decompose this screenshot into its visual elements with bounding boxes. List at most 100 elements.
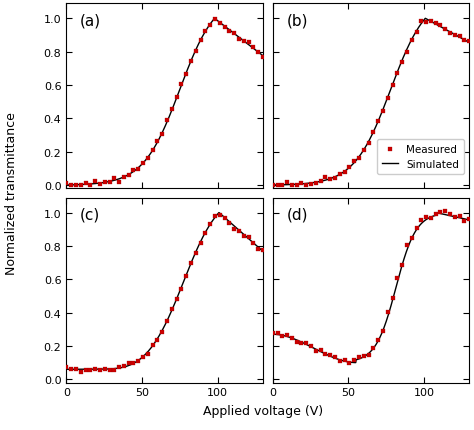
Text: Applied voltage (V): Applied voltage (V) [203, 404, 323, 417]
Point [91, 366, 99, 373]
Point [269, 330, 276, 337]
Point [360, 147, 368, 154]
Point [187, 58, 195, 65]
Point [72, 182, 80, 189]
Point [422, 214, 430, 221]
Point [87, 366, 94, 373]
Point [149, 147, 156, 154]
Text: (a): (a) [80, 13, 101, 28]
Point [106, 366, 113, 373]
Point [273, 182, 281, 189]
Point [130, 360, 137, 367]
Point [96, 181, 104, 188]
Legend: Measured, Simulated: Measured, Simulated [377, 140, 464, 175]
Point [393, 71, 401, 78]
Point [187, 260, 195, 267]
Point [144, 350, 152, 357]
Point [77, 369, 84, 375]
Point [221, 215, 228, 222]
Point [230, 226, 238, 233]
Point [115, 179, 123, 186]
Point [154, 337, 161, 344]
Point [331, 175, 339, 182]
Point [182, 71, 190, 78]
Point [173, 95, 181, 101]
Point [63, 180, 70, 187]
Point [259, 247, 267, 254]
Point [350, 158, 358, 165]
Point [144, 156, 152, 163]
Point [235, 36, 243, 43]
Point [240, 233, 247, 240]
Text: (c): (c) [80, 207, 100, 222]
Point [106, 179, 113, 186]
Point [437, 209, 444, 216]
Point [331, 354, 339, 361]
Point [235, 228, 243, 235]
Point [408, 235, 416, 242]
Point [341, 357, 348, 364]
Point [346, 359, 353, 366]
Point [355, 354, 363, 361]
Point [427, 18, 435, 25]
Point [101, 179, 109, 186]
Point [389, 83, 396, 89]
Point [322, 174, 329, 181]
Point [101, 366, 109, 373]
Point [456, 34, 464, 41]
Point [82, 366, 89, 373]
Point [135, 166, 142, 173]
Point [163, 118, 171, 125]
Point [322, 350, 329, 357]
Point [350, 356, 358, 363]
Point [197, 240, 204, 247]
Point [110, 175, 118, 182]
Point [302, 182, 310, 189]
Point [346, 165, 353, 172]
Point [389, 295, 396, 302]
Point [130, 167, 137, 174]
Point [293, 339, 301, 346]
Point [298, 339, 305, 346]
Point [317, 347, 324, 354]
Point [365, 351, 373, 358]
Point [427, 215, 435, 222]
Point [327, 176, 334, 183]
Point [149, 341, 156, 348]
Point [216, 21, 224, 28]
Point [168, 305, 175, 312]
Point [221, 25, 228, 31]
Point [96, 367, 104, 374]
Point [341, 169, 348, 176]
Point [139, 160, 147, 167]
Point [240, 38, 247, 45]
Text: Normalized transmittance: Normalized transmittance [5, 112, 18, 275]
Point [312, 347, 319, 354]
Point [288, 335, 296, 342]
Point [298, 180, 305, 187]
Point [441, 208, 449, 215]
Point [63, 364, 70, 371]
Point [211, 17, 219, 24]
Point [245, 234, 252, 241]
Point [197, 38, 204, 45]
Point [125, 172, 132, 179]
Point [413, 29, 420, 36]
Point [355, 155, 363, 162]
Point [67, 366, 75, 372]
Point [283, 180, 291, 187]
Point [226, 28, 233, 35]
Point [279, 182, 286, 189]
Point [72, 366, 80, 373]
Point [110, 367, 118, 374]
Point [327, 352, 334, 359]
Point [259, 54, 267, 61]
Point [206, 22, 214, 29]
Point [307, 342, 315, 349]
Point [418, 217, 425, 224]
Point [178, 81, 185, 88]
Point [82, 180, 89, 187]
Point [422, 19, 430, 26]
Point [398, 60, 406, 67]
Point [374, 118, 382, 125]
